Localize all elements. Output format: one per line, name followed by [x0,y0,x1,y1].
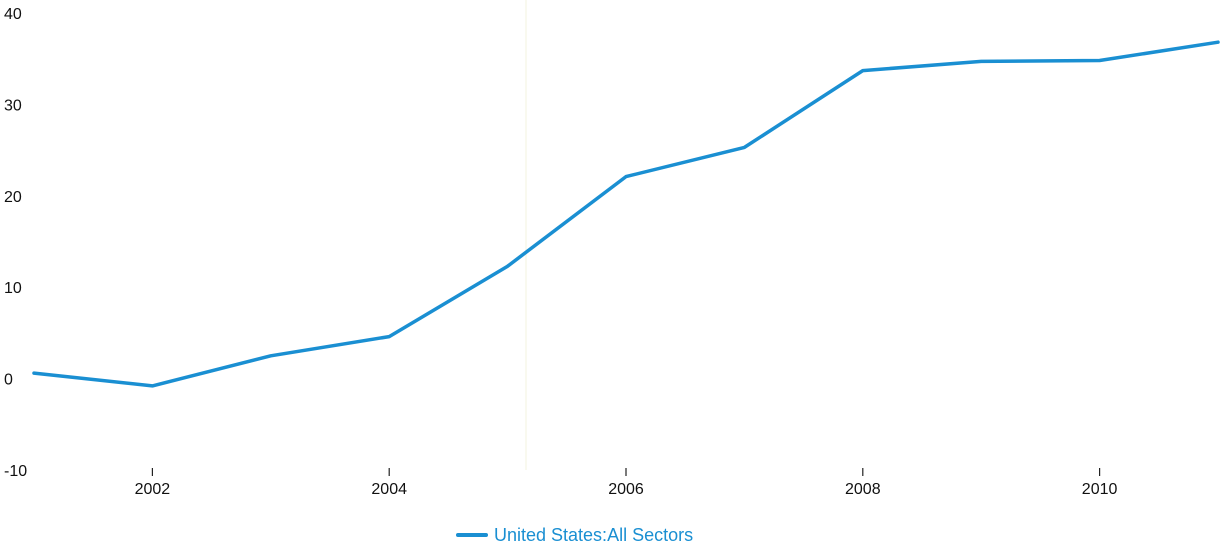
x-axis-ticks: 2002 2004 2006 2008 2010 [135,468,1118,498]
legend-label: United States:All Sectors [494,525,693,545]
series-line [32,40,1220,388]
x-tick-label: 2004 [371,481,407,498]
y-tick-label: -10 [4,463,27,480]
y-tick-label: 40 [4,6,22,23]
y-tick-label: 10 [4,280,22,297]
y-tick-label: 30 [4,97,22,114]
series-lines [32,40,1220,388]
y-tick-label: 0 [4,372,13,389]
x-tick-label: 2010 [1082,481,1118,498]
y-tick-label: 20 [4,189,22,206]
legend[interactable]: United States:All Sectors [456,525,693,545]
y-axis-ticks: -10 0 10 20 30 40 [4,6,27,480]
legend-item[interactable]: United States:All Sectors [456,525,693,545]
x-tick-label: 2006 [608,481,644,498]
x-tick-label: 2008 [845,481,881,498]
x-tick-label: 2002 [135,481,171,498]
